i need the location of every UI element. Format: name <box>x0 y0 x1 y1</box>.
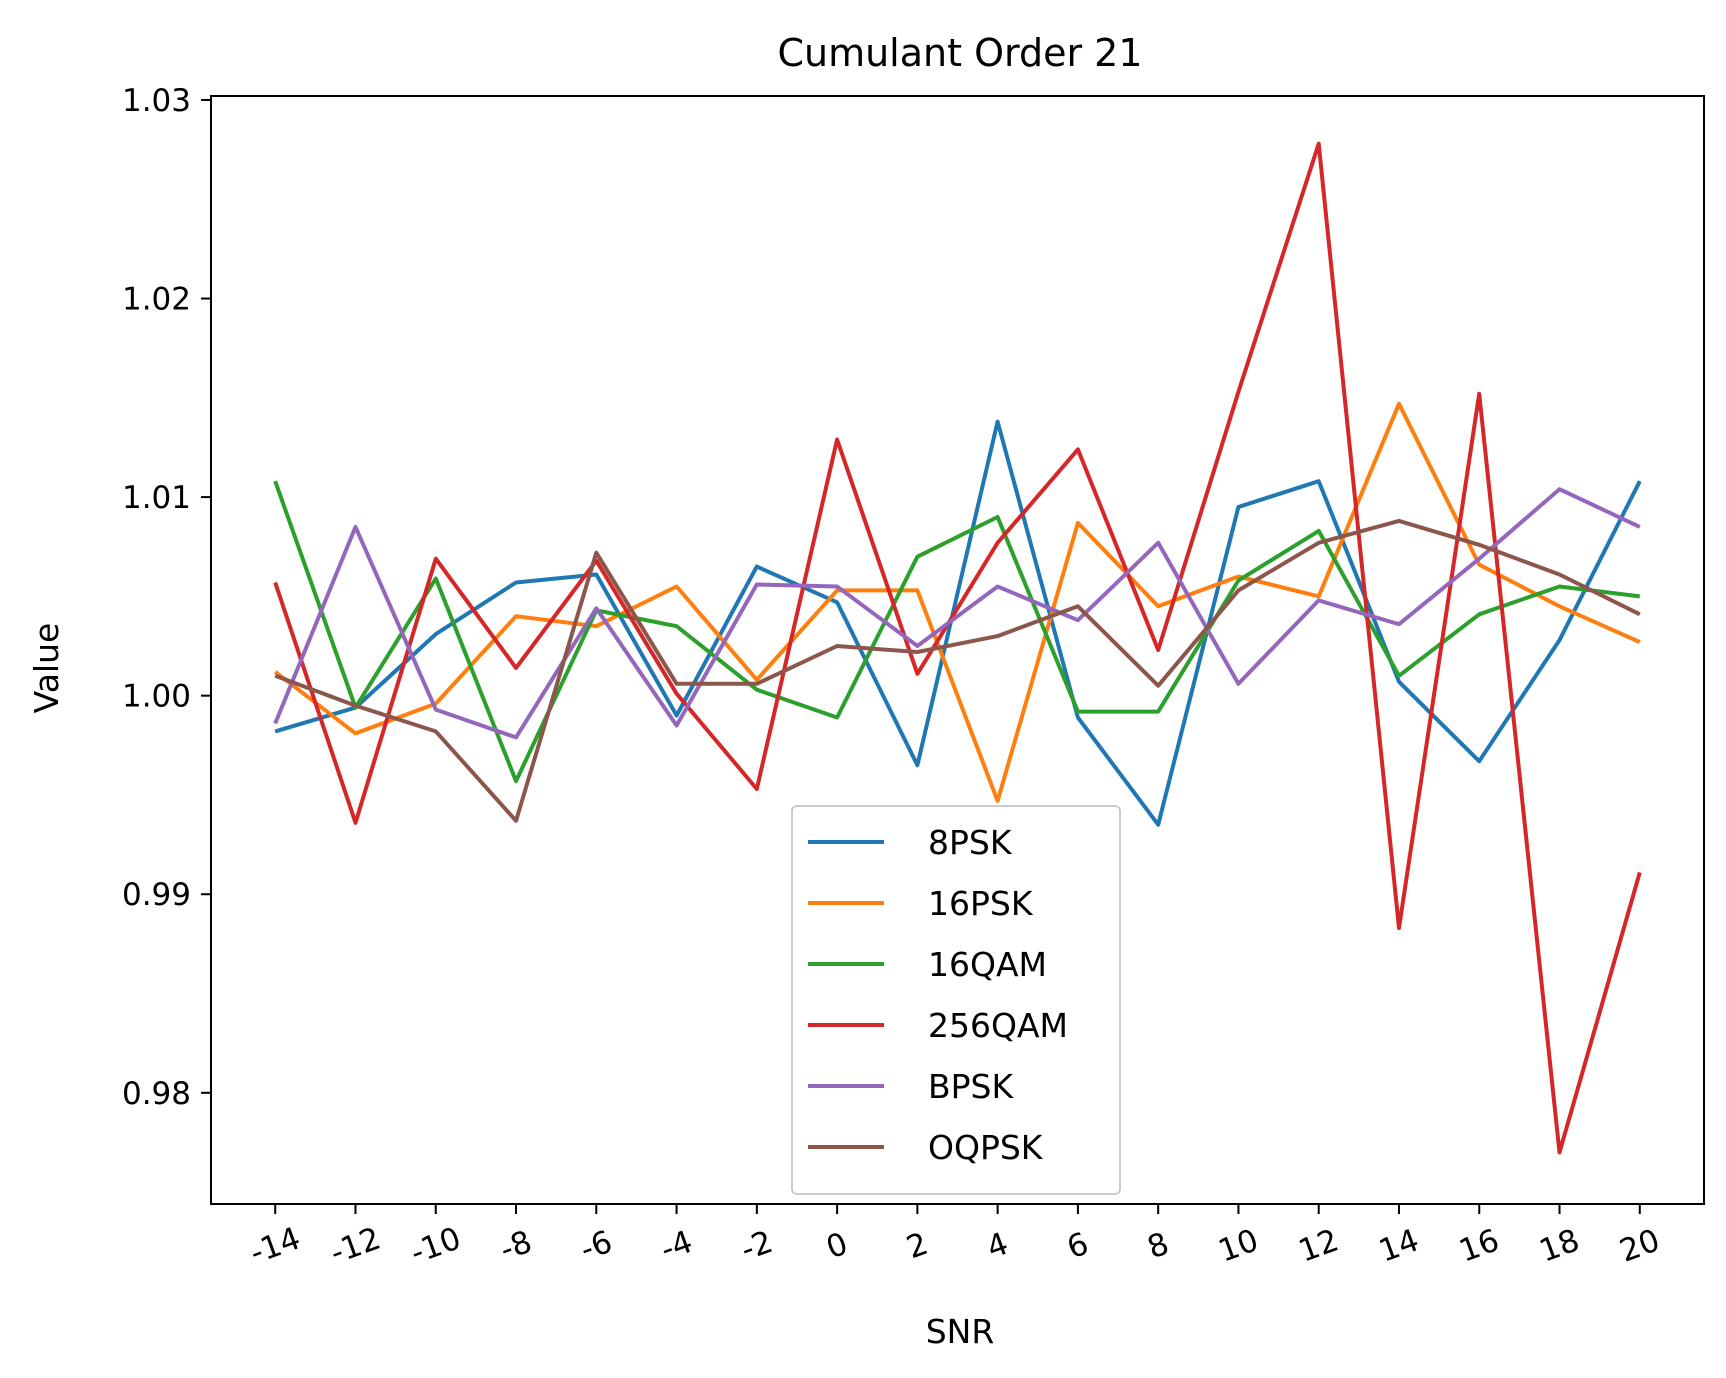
chart-title: Cumulant Order 21 <box>777 31 1142 75</box>
y-tick-label: 0.98 <box>122 1076 191 1112</box>
series-line-8psk <box>274 419 1642 827</box>
legend-label: BPSK <box>928 1067 1014 1106</box>
series-line-256qam <box>273 141 1642 1155</box>
legend-label: 16QAM <box>928 945 1047 984</box>
series-layer <box>273 141 1642 1155</box>
series-line-bpsk <box>273 487 1641 740</box>
y-tick-label: 0.99 <box>122 877 191 913</box>
y-tick-label: 1.02 <box>122 282 191 318</box>
x-axis-title: SNR <box>926 1312 995 1351</box>
legend-label: 256QAM <box>928 1006 1068 1045</box>
y-axis: 0.98 0.99 1.00 1.01 1.02 1.03 <box>122 83 211 1112</box>
y-tick-label: 1.01 <box>122 480 191 516</box>
series-line-oqpsk <box>274 518 1641 823</box>
series-line-16qam <box>273 480 1641 784</box>
y-tick-label: 1.03 <box>122 83 191 119</box>
legend-label: 16PSK <box>928 884 1034 923</box>
legend-label: OQPSK <box>928 1128 1044 1167</box>
y-tick-label: 1.00 <box>122 679 191 715</box>
y-axis-title: Value <box>27 623 66 714</box>
series-line-16psk <box>273 401 1641 803</box>
legend: 8PSK 16PSK 16QAM 256QAM BPSK OQPSK <box>791 805 1121 1195</box>
legend-label: 8PSK <box>928 823 1013 862</box>
plot-frame <box>210 95 1705 1205</box>
